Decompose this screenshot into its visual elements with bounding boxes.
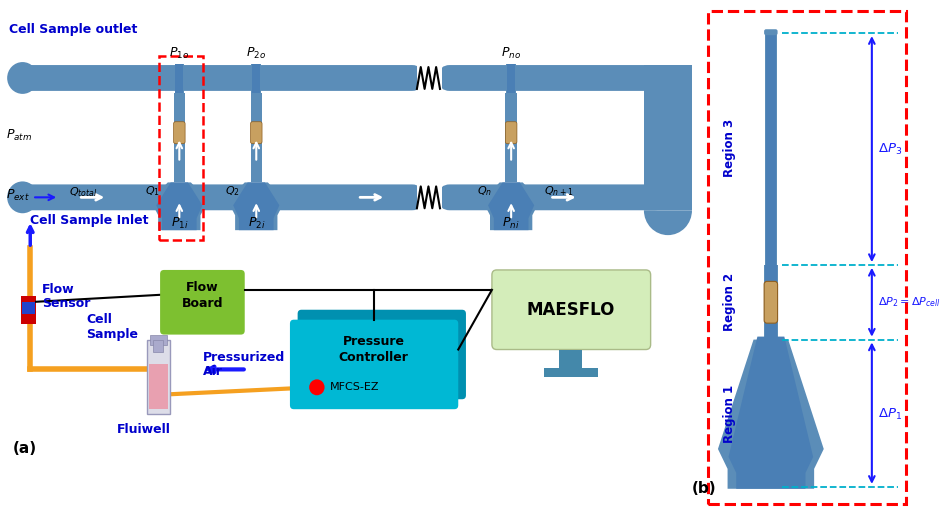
Text: $Q_{total}$: $Q_{total}$ <box>68 186 97 199</box>
Text: Cell: Cell <box>86 313 112 326</box>
Bar <box>22 302 35 314</box>
Polygon shape <box>718 340 824 489</box>
Text: Region 3: Region 3 <box>723 119 736 177</box>
Bar <box>149 365 168 409</box>
Text: $P_{1o}$: $P_{1o}$ <box>169 46 190 61</box>
Bar <box>506 93 517 183</box>
Text: Board: Board <box>181 297 223 310</box>
Bar <box>251 64 261 93</box>
Text: Sensor: Sensor <box>42 297 90 310</box>
Polygon shape <box>488 183 534 230</box>
Bar <box>150 334 167 345</box>
Polygon shape <box>482 183 540 230</box>
FancyBboxPatch shape <box>174 122 185 144</box>
Bar <box>508 64 515 93</box>
Polygon shape <box>729 336 813 489</box>
Text: Air: Air <box>203 365 223 378</box>
Bar <box>252 64 260 93</box>
Wedge shape <box>643 210 692 235</box>
Bar <box>765 265 776 340</box>
Bar <box>765 31 776 265</box>
Text: $P_{1i}$: $P_{1i}$ <box>171 216 188 231</box>
Text: $Q_n$: $Q_n$ <box>476 185 492 198</box>
Bar <box>708 11 905 504</box>
FancyBboxPatch shape <box>19 185 422 210</box>
Polygon shape <box>233 183 279 230</box>
Bar <box>654 65 682 210</box>
Text: Flow: Flow <box>42 283 74 296</box>
Text: $P_{ni}$: $P_{ni}$ <box>502 216 520 231</box>
Text: $\Delta P_3$: $\Delta P_3$ <box>878 141 902 157</box>
FancyBboxPatch shape <box>298 310 466 399</box>
Bar <box>643 65 654 210</box>
Text: Pressure: Pressure <box>343 335 404 348</box>
Bar <box>682 65 692 210</box>
Polygon shape <box>157 183 202 230</box>
Text: Region 1: Region 1 <box>723 385 736 443</box>
Text: $Q_2$: $Q_2$ <box>225 185 240 198</box>
Text: Cell Sample Inlet: Cell Sample Inlet <box>30 214 149 227</box>
Text: MAESFLO: MAESFLO <box>527 301 615 319</box>
Text: $P_{2o}$: $P_{2o}$ <box>246 46 267 61</box>
Text: $Q_{n+1}$: $Q_{n+1}$ <box>544 185 574 198</box>
Bar <box>417 63 442 93</box>
FancyBboxPatch shape <box>290 320 458 409</box>
FancyBboxPatch shape <box>764 281 777 323</box>
Bar <box>21 296 36 323</box>
Text: Pressurized: Pressurized <box>203 351 286 364</box>
Text: $P_{ext}$: $P_{ext}$ <box>7 188 30 203</box>
FancyBboxPatch shape <box>439 65 665 91</box>
Text: Cell Sample outlet: Cell Sample outlet <box>9 23 138 36</box>
Text: MFCS-EZ: MFCS-EZ <box>330 382 380 392</box>
FancyBboxPatch shape <box>19 65 422 91</box>
Text: $\Delta P_1$: $\Delta P_1$ <box>878 407 902 422</box>
FancyBboxPatch shape <box>439 185 665 210</box>
Bar <box>147 340 170 414</box>
Text: Flow: Flow <box>186 281 218 294</box>
FancyBboxPatch shape <box>251 122 262 144</box>
Bar <box>766 31 775 265</box>
Bar <box>174 93 185 183</box>
Bar <box>154 340 163 352</box>
Bar <box>251 93 262 183</box>
Text: (b): (b) <box>692 482 716 496</box>
Bar <box>417 183 442 212</box>
Circle shape <box>309 380 325 395</box>
Bar <box>507 64 516 93</box>
Text: (a): (a) <box>13 441 37 457</box>
FancyBboxPatch shape <box>160 270 245 334</box>
Bar <box>159 56 203 240</box>
Text: $\Delta P_2 = \Delta P_{cell}$: $\Delta P_2 = \Delta P_{cell}$ <box>878 295 940 309</box>
Circle shape <box>8 62 38 94</box>
Circle shape <box>8 181 38 213</box>
FancyBboxPatch shape <box>506 122 517 144</box>
Polygon shape <box>228 183 285 230</box>
Bar <box>176 64 183 93</box>
Text: $P_{no}$: $P_{no}$ <box>501 46 521 61</box>
Text: $P_{2i}$: $P_{2i}$ <box>248 216 265 231</box>
Text: Controller: Controller <box>339 351 409 364</box>
Text: Region 2: Region 2 <box>723 273 736 331</box>
Bar <box>764 265 777 340</box>
FancyBboxPatch shape <box>492 270 651 349</box>
Bar <box>175 64 184 93</box>
Polygon shape <box>151 183 208 230</box>
Text: Sample: Sample <box>86 328 138 341</box>
Text: $Q_1$: $Q_1$ <box>145 185 160 198</box>
Bar <box>559 349 583 371</box>
Text: Fluiwell: Fluiwell <box>117 423 171 436</box>
Bar <box>544 368 598 378</box>
Text: $P_{atm}$: $P_{atm}$ <box>7 128 32 143</box>
FancyBboxPatch shape <box>764 29 777 35</box>
